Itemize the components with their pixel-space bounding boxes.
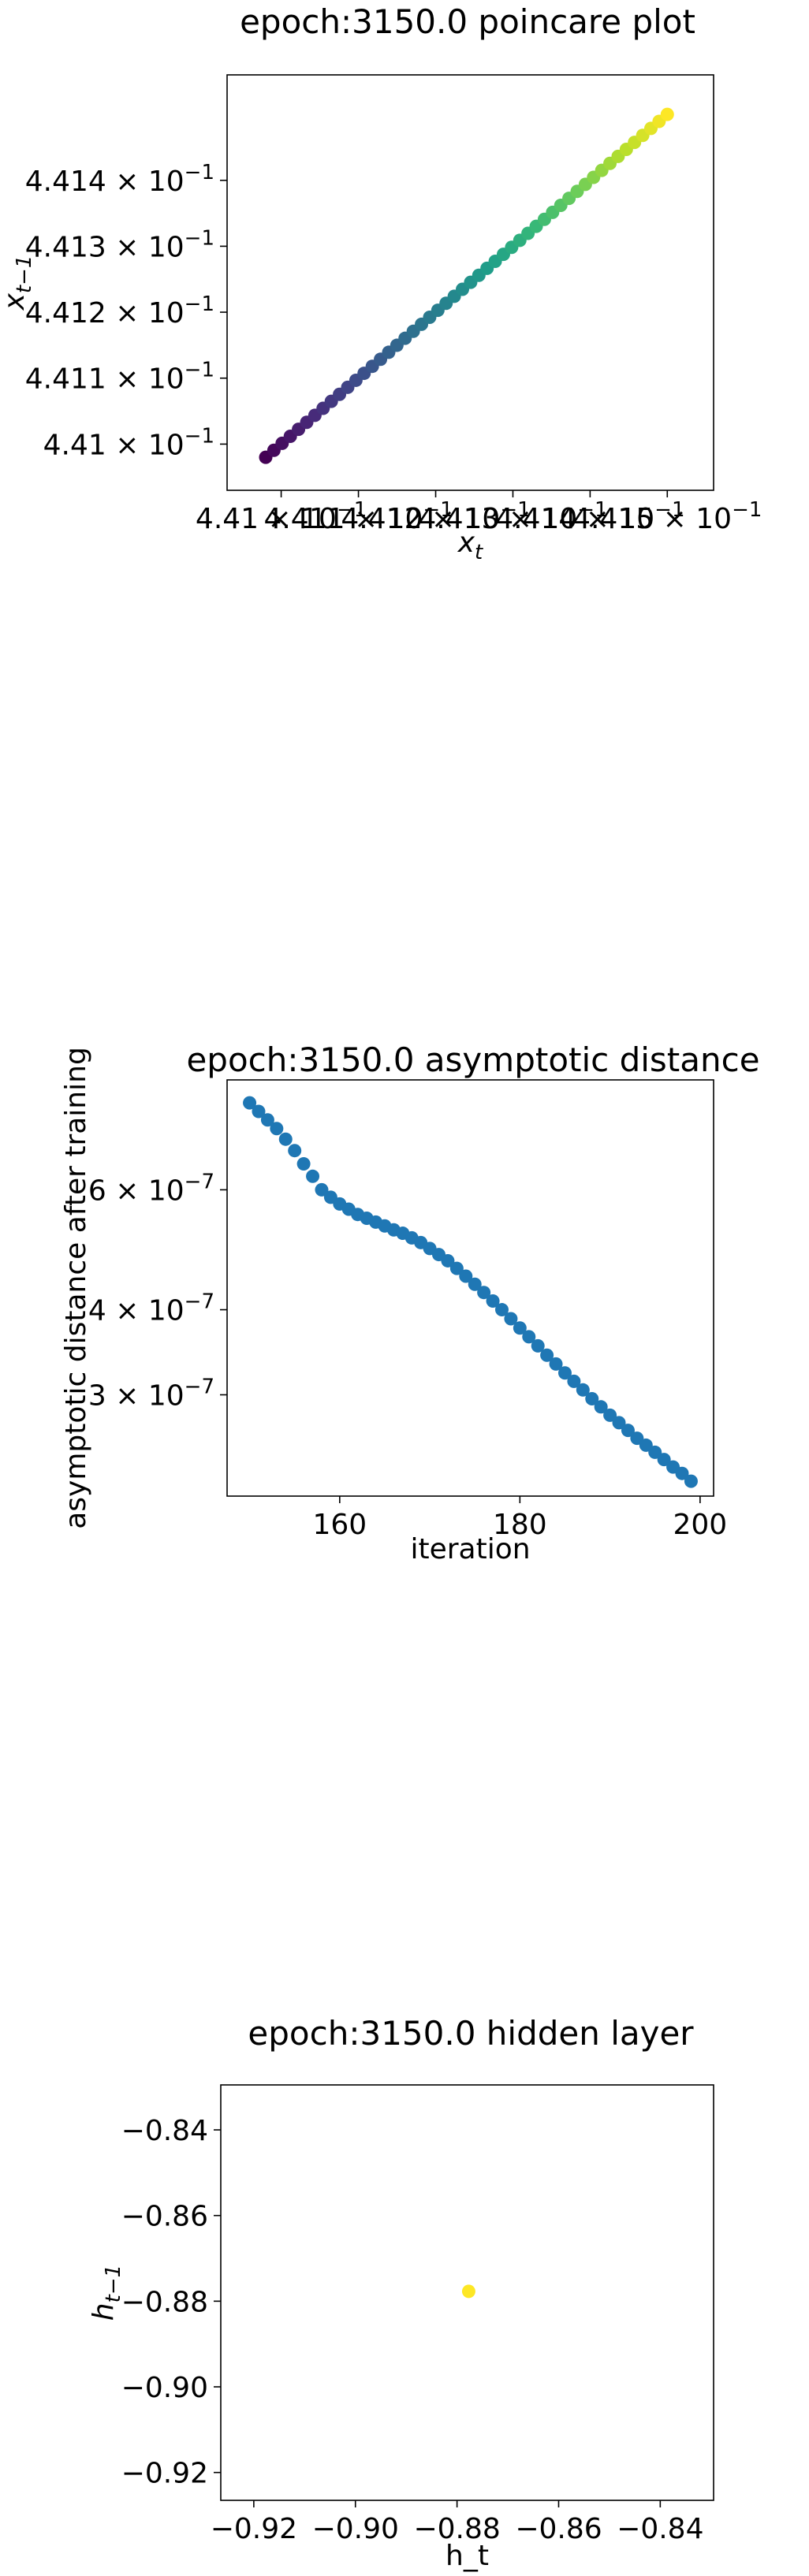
data-points (259, 107, 674, 464)
y-tick-label: 4 × 10−7 (88, 1290, 214, 1327)
data-point (585, 1392, 599, 1406)
data-point (260, 1113, 274, 1127)
y-tick-label: 3 × 10−7 (88, 1375, 214, 1412)
y-tick-label: −0.88 (121, 2286, 208, 2318)
data-point (288, 1144, 302, 1158)
data-point (531, 1338, 545, 1353)
y-axis-label: ht−1 (88, 2265, 125, 2321)
y-tick-label: 6 × 10−7 (88, 1170, 214, 1207)
data-point (612, 1416, 626, 1430)
x-tick-label: 160 (312, 1509, 367, 1541)
data-point (441, 1253, 455, 1268)
x-tick-label: 180 (493, 1509, 547, 1541)
data-point (540, 1348, 554, 1362)
x-tick-label: 4.414 × 10−1 (495, 498, 684, 535)
data-point (684, 1474, 698, 1488)
data-point (494, 1303, 509, 1317)
data-point (306, 1169, 320, 1183)
data-points (243, 1096, 698, 1488)
chart-title: epoch:3150.0 asymptotic distance (186, 1040, 759, 1079)
y-tick-label: −0.92 (121, 2458, 208, 2490)
x-tick-label: −0.92 (211, 2513, 297, 2545)
x-tick-label: −0.86 (515, 2513, 602, 2545)
data-point (278, 1132, 293, 1146)
data-point (639, 1438, 653, 1452)
x-tick-label: −0.84 (617, 2513, 703, 2545)
y-tick-label: 4.414 × 10−1 (25, 161, 214, 198)
chart-3: epoch:3150.0 hidden layer −0.92 −0.90 −0.88… (88, 2014, 714, 2572)
data-point (296, 1157, 311, 1171)
y-tick-label: 4.411 × 10−1 (25, 359, 214, 396)
y-tick-label: 4.412 × 10−1 (25, 292, 214, 329)
data-point (513, 1321, 527, 1335)
x-axis-label: iteration (410, 1533, 530, 1565)
data-points (461, 2284, 475, 2299)
y-axis-label: asymptotic distance after training (60, 1047, 92, 1529)
data-point (648, 1445, 662, 1459)
x-tick-label: 4.415 × 10−1 (572, 498, 762, 535)
data-point (477, 1286, 491, 1300)
data-point (461, 2284, 475, 2299)
data-point (576, 1383, 590, 1397)
data-point (660, 107, 674, 121)
data-point (243, 1096, 257, 1110)
y-tick-label: −0.90 (121, 2372, 208, 2404)
plot-frame (220, 2084, 714, 2501)
data-point (504, 1312, 518, 1326)
data-point (315, 1182, 329, 1197)
x-tick-label: 4.412 × 10−1 (341, 498, 530, 535)
data-point (522, 1330, 536, 1344)
data-point (486, 1294, 500, 1308)
x-tick-label: 4.413 × 10−1 (418, 498, 607, 535)
data-point (270, 1122, 284, 1136)
data-point (657, 1453, 671, 1467)
y-tick-label: −0.84 (121, 2115, 208, 2147)
x-tick-label: −0.88 (413, 2513, 500, 2545)
plot-frame (226, 74, 714, 491)
data-point (459, 1269, 473, 1283)
plot-frame (226, 1079, 714, 1497)
x-tick-label: 200 (673, 1509, 728, 1541)
y-tick-label: 4.41 × 10−1 (43, 424, 214, 461)
x-axis-label: xt (457, 527, 483, 564)
chart-title: epoch:3150.0 hidden layer (248, 2014, 694, 2053)
data-point (252, 1104, 266, 1119)
x-tick-label: 4.41 × 10−1 (196, 498, 367, 535)
y-axis-label: xt−1 (0, 255, 36, 311)
data-point (603, 1408, 617, 1422)
x-tick-label: 4.411 × 10−1 (263, 498, 453, 535)
data-point (557, 1366, 572, 1380)
y-tick-label: −0.86 (121, 2201, 208, 2233)
y-tick-label: 4.413 × 10−1 (25, 226, 214, 263)
data-point (594, 1400, 608, 1414)
chart-title: epoch:3150.0 poincare plot (240, 2, 695, 41)
data-point (549, 1357, 563, 1371)
data-point (567, 1374, 581, 1388)
x-axis-label: h_t (446, 2540, 489, 2572)
data-point (449, 1261, 464, 1275)
data-point (621, 1424, 635, 1438)
data-point (468, 1277, 482, 1291)
data-point (675, 1466, 689, 1480)
chart-2: epoch:3150.0 asymptotic distance 160 180 20… (60, 1040, 760, 1565)
x-tick-label: −0.90 (312, 2513, 399, 2545)
